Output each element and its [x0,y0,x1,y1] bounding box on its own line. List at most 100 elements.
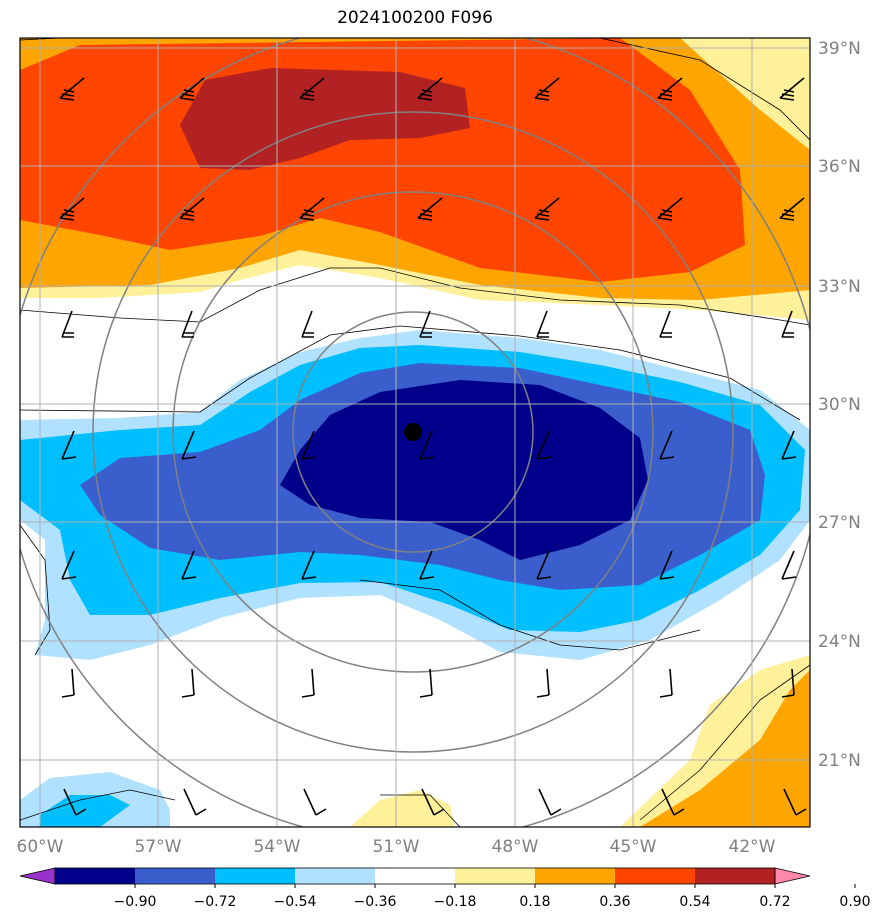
lon-label: 45°W [610,837,657,857]
plot-title: 2024100200 F096 [337,8,493,28]
colorbar-swatch [455,868,535,884]
wind-barb [59,77,85,101]
wind-barb [181,430,197,460]
colorbar-tick-label: −0.54 [274,894,317,910]
latitude-labels: 39°N 36°N 33°N 30°N 27°N 24°N 21°N [818,39,861,771]
colorbar-swatch [375,868,455,884]
colorbar-tick-label: 0.90 [839,894,870,910]
wind-barb [421,788,445,816]
fill-pos4 [180,68,470,170]
wind-barb [538,788,562,816]
wind-barb [299,197,325,221]
wind-barb [179,197,205,221]
colorbar: −0.90 −0.72 −0.54 −0.36 −0.18 0.18 0.36 0.54 0.7… [19,867,871,910]
lat-label: 39°N [818,39,861,59]
colorbar-swatch [215,868,295,884]
wind-barb [61,668,75,698]
colorbar-tick-label: 0.72 [759,894,790,910]
colorbar-swatch [615,868,695,884]
wind-barb [779,197,805,221]
wind-barb [659,310,672,338]
lon-label: 48°W [492,837,539,857]
wind-barb [59,197,85,221]
lon-label: 57°W [135,837,182,857]
wind-barb [783,788,807,816]
colorbar-extend-high [774,867,811,885]
lon-label: 42°W [729,837,776,857]
colorbar-swatch [55,868,135,884]
colorbar-swatch [135,868,215,884]
colorbar-swatch [695,868,775,884]
wind-barb [419,310,432,338]
lat-label: 24°N [818,632,861,652]
colorbar-tick-label: 0.54 [679,894,710,910]
wind-barb [301,310,314,338]
wind-barb [301,668,315,698]
range-rings [20,38,810,827]
wind-barb [61,550,77,580]
wind-barb [417,197,443,221]
fill-pos2-se [640,670,810,827]
colorbar-swatch [535,868,615,884]
wind-barb [536,550,552,580]
wind-barb [63,788,87,816]
wind-barb [419,550,435,580]
wind-barb [781,430,797,460]
lat-label: 33°N [818,277,861,297]
wind-barb [303,788,327,816]
fill-neg2-sw [40,795,130,827]
wind-barb [419,668,433,698]
wind-barb [536,668,550,698]
wind-barb [299,77,325,101]
wind-barbs [59,77,807,816]
fill-neg4 [280,380,648,560]
colorbar-extend-low [19,867,56,885]
wind-barb [781,550,797,580]
wind-barb [419,430,435,460]
wind-barb [417,77,443,101]
lon-label: 54°W [254,837,301,857]
wind-barb [183,788,207,816]
wind-barb [657,77,683,101]
colorbar-tick-label: −0.36 [354,894,397,910]
wind-barb [781,310,794,338]
wind-barb [181,668,195,698]
wind-barb [536,430,552,460]
colorbar-frame [54,867,776,885]
wind-barb [659,550,675,580]
longitude-labels: 60°W 57°W 54°W 51°W 48°W 45°W 42°W [17,837,776,857]
wind-barb [779,77,805,101]
lat-label: 21°N [818,751,861,771]
colorbar-tick-label: −0.18 [434,894,477,910]
wind-barb [661,788,685,816]
storm-center-marker [404,423,422,441]
lat-label: 30°N [818,395,861,415]
colorbar-swatch [295,868,375,884]
wind-barb [61,310,74,338]
lon-label: 60°W [17,837,64,857]
wind-barb [659,668,673,698]
wind-barb [659,430,675,460]
wind-barb [781,668,795,698]
map-frame [19,37,811,828]
colorbar-tick-label: −0.90 [114,894,157,910]
lon-label: 51°W [373,837,420,857]
wind-barb [301,550,317,580]
colorbar-tick-label: 0.36 [599,894,630,910]
wind-barb [179,77,205,101]
wind-barb [181,550,197,580]
colorbar-tick-label: −0.72 [194,894,237,910]
fill-pos1-s [350,790,455,827]
wind-barb [657,197,683,221]
wind-barb [536,310,549,338]
wind-barb [301,430,317,460]
wind-barb [181,310,194,338]
wind-barb [534,77,560,101]
lat-label: 27°N [818,513,861,533]
wind-barb [534,197,560,221]
wind-barb [61,430,77,460]
colorbar-tick-label: 0.18 [519,894,550,910]
map-gridlines [20,38,810,827]
lat-label: 36°N [818,157,861,177]
